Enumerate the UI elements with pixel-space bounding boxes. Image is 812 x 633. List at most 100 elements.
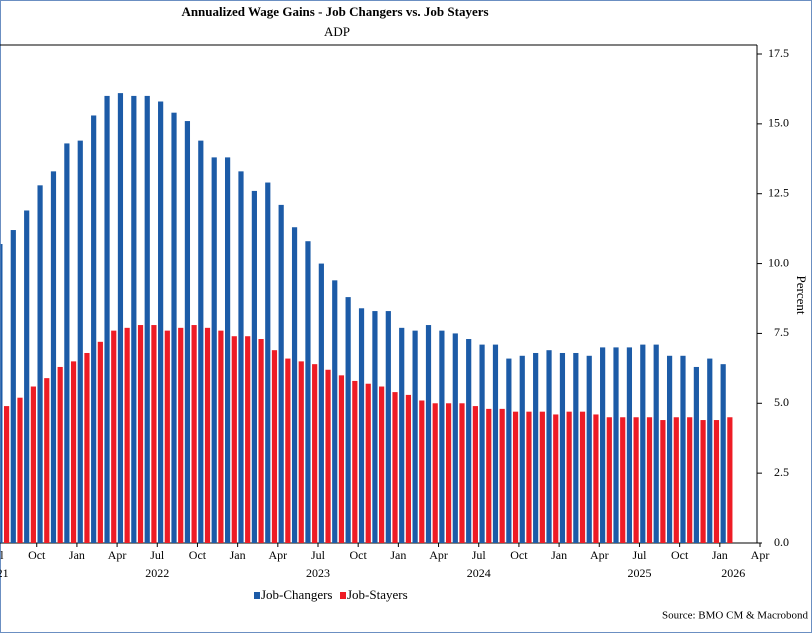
bar xyxy=(472,406,478,543)
x-tick-label: Oct xyxy=(671,548,689,562)
bar xyxy=(720,364,726,543)
bar xyxy=(305,241,311,543)
bar xyxy=(171,112,177,544)
bar xyxy=(633,417,639,543)
bar xyxy=(64,143,70,543)
bar xyxy=(479,344,485,543)
bar xyxy=(680,355,686,543)
y-tick-label: 12.5 xyxy=(768,185,789,199)
bar xyxy=(600,347,606,543)
bar xyxy=(298,361,304,543)
bar xyxy=(312,364,318,543)
y-tick-label: 5.0 xyxy=(774,395,789,409)
bar xyxy=(137,325,144,543)
y-tick-label: 0.0 xyxy=(774,535,789,549)
bar xyxy=(553,414,559,543)
bar xyxy=(666,355,673,543)
bar xyxy=(466,339,472,543)
bar xyxy=(251,190,257,544)
bar xyxy=(285,358,291,543)
bar xyxy=(204,327,211,543)
bar xyxy=(10,230,16,544)
bar xyxy=(492,344,499,543)
bar xyxy=(325,369,331,543)
y-tick-label: 17.5 xyxy=(768,46,789,60)
x-year-label: 2021 xyxy=(0,566,9,580)
bar xyxy=(693,366,699,543)
y-tick-label: 2.5 xyxy=(774,465,789,479)
bar xyxy=(379,386,385,543)
bar xyxy=(452,333,458,543)
bar xyxy=(358,308,365,543)
bar xyxy=(111,330,117,543)
bar xyxy=(104,95,110,544)
bar xyxy=(539,411,545,543)
bar xyxy=(499,408,505,543)
x-year-label: 2026 xyxy=(721,566,745,580)
bar xyxy=(218,330,224,543)
bar xyxy=(606,417,612,543)
x-tick-label: Apr xyxy=(429,548,448,562)
y-axis-label: Percent xyxy=(794,276,809,315)
bar xyxy=(131,95,137,544)
bar xyxy=(425,325,432,543)
bar xyxy=(184,121,191,543)
bar xyxy=(486,408,492,543)
x-tick-label: Oct xyxy=(350,548,368,562)
bar xyxy=(91,115,97,543)
x-tick-label: Apr xyxy=(590,548,609,562)
bar xyxy=(238,171,244,544)
bar xyxy=(687,417,693,543)
bar xyxy=(352,380,358,543)
bar xyxy=(653,344,659,543)
bar xyxy=(144,95,150,544)
bar xyxy=(512,411,519,543)
bar xyxy=(593,414,599,543)
bar xyxy=(191,325,197,543)
bar xyxy=(117,93,124,544)
legend-label: Job-Changers xyxy=(261,587,333,602)
bar xyxy=(579,411,586,543)
bar xyxy=(419,400,425,543)
bar xyxy=(258,339,264,543)
legend: Job-Changers Job-Stayers xyxy=(254,587,408,602)
bar xyxy=(700,420,706,543)
bar xyxy=(439,330,445,543)
x-tick-label: Jan xyxy=(69,548,85,562)
bar xyxy=(211,157,217,544)
x-tick-label: Apr xyxy=(108,548,127,562)
bar xyxy=(620,417,626,543)
bar xyxy=(224,157,231,544)
x-tick-label: Jul xyxy=(311,548,326,562)
y-tick-label: 15.0 xyxy=(768,116,789,130)
bar xyxy=(573,352,579,543)
bar xyxy=(70,361,77,543)
bar xyxy=(613,347,619,543)
bar xyxy=(432,403,438,543)
bar xyxy=(727,417,733,543)
x-tick-label: Apr xyxy=(751,548,770,562)
bar xyxy=(405,394,412,543)
bar xyxy=(332,280,338,543)
x-year-label: 2022 xyxy=(145,566,169,580)
x-tick-label: Apr xyxy=(268,548,287,562)
bar xyxy=(84,352,90,543)
bar xyxy=(533,352,539,543)
bar xyxy=(640,344,646,543)
bar xyxy=(392,392,398,543)
bar xyxy=(519,355,525,543)
bar xyxy=(164,330,170,543)
bar xyxy=(586,355,592,543)
bar xyxy=(17,397,23,543)
bar xyxy=(459,403,465,543)
bar xyxy=(412,330,418,543)
bar xyxy=(178,327,184,543)
x-year-label: 2025 xyxy=(627,566,651,580)
bar xyxy=(399,327,405,543)
bar xyxy=(660,420,666,543)
bar xyxy=(0,244,3,544)
bar xyxy=(559,352,566,543)
x-year-label: 2023 xyxy=(306,566,330,580)
legend-swatch xyxy=(340,592,346,599)
bar xyxy=(57,366,63,543)
